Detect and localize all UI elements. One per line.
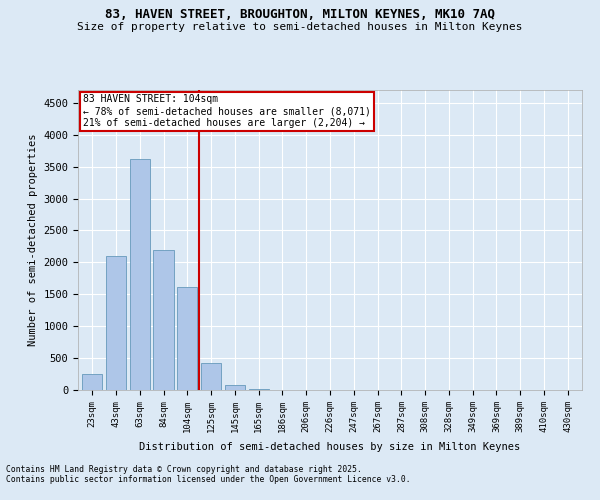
Bar [130, 159, 150, 390]
Bar [177, 286, 197, 390]
Bar [201, 363, 221, 390]
Text: 83 HAVEN STREET: 104sqm
← 78% of semi-detached houses are smaller (8,071)
21% of: 83 HAVEN STREET: 104sqm ← 78% of semi-de… [83, 94, 371, 128]
Bar [154, 250, 173, 390]
Text: 83, HAVEN STREET, BROUGHTON, MILTON KEYNES, MK10 7AQ: 83, HAVEN STREET, BROUGHTON, MILTON KEYN… [105, 8, 495, 20]
Bar [106, 256, 126, 390]
Y-axis label: Number of semi-detached properties: Number of semi-detached properties [28, 134, 38, 346]
Text: Contains HM Land Registry data © Crown copyright and database right 2025.: Contains HM Land Registry data © Crown c… [6, 466, 362, 474]
Bar [248, 388, 269, 390]
Text: Size of property relative to semi-detached houses in Milton Keynes: Size of property relative to semi-detach… [77, 22, 523, 32]
Bar [82, 374, 103, 390]
Bar [225, 385, 245, 390]
Text: Distribution of semi-detached houses by size in Milton Keynes: Distribution of semi-detached houses by … [139, 442, 521, 452]
Text: Contains public sector information licensed under the Open Government Licence v3: Contains public sector information licen… [6, 476, 410, 484]
